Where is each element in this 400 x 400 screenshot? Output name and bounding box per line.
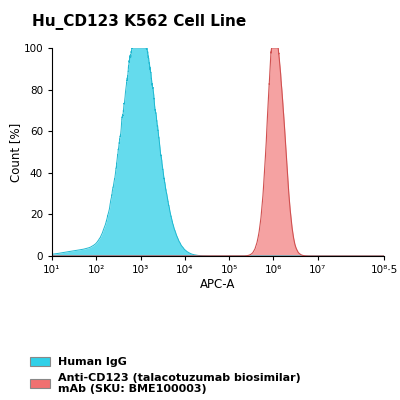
Legend: Human IgG, Anti-CD123 (talacotuzumab biosimilar)
mAb (SKU: BME100003): Human IgG, Anti-CD123 (talacotuzumab bio… [30,357,301,394]
Text: Hu_CD123 K562 Cell Line: Hu_CD123 K562 Cell Line [32,14,246,30]
X-axis label: APC-A: APC-A [200,278,236,291]
Y-axis label: Count [%]: Count [%] [9,122,22,182]
